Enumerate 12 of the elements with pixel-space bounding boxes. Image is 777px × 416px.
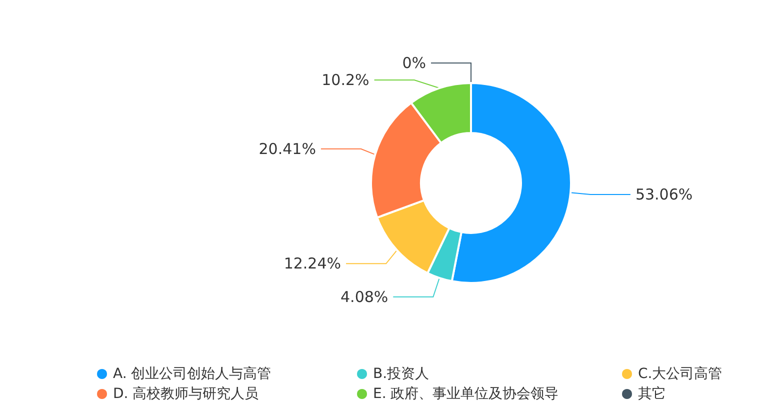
data-label: 10.2% — [322, 71, 370, 89]
legend-label: C.大公司高管 — [638, 366, 722, 382]
legend-label: E. 政府、事业单位及协会领导 — [373, 386, 559, 402]
legend-label: B.投资人 — [373, 366, 430, 382]
legend-label: A. 创业公司创始人与高管 — [113, 366, 272, 382]
data-label: 53.06% — [635, 186, 693, 204]
data-label: 20.41% — [258, 140, 316, 158]
legend-label: D. 高校教师与研究人员 — [113, 386, 259, 402]
text: 0% — [402, 54, 426, 72]
legend-label: 其它 — [638, 386, 666, 402]
data-label: 12.24% — [284, 254, 342, 273]
data-label: 4.08% — [340, 288, 388, 306]
